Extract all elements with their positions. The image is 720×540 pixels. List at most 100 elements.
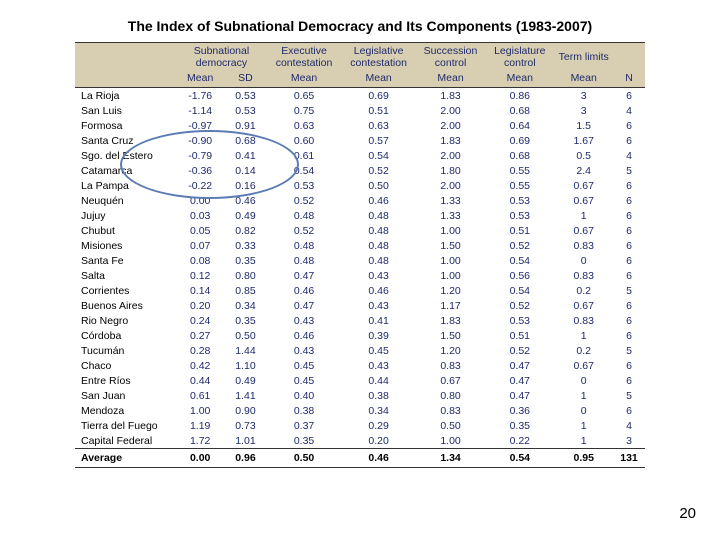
value-cell: 1 [554,328,613,343]
average-label: Average [75,449,176,468]
value-cell: 0.51 [485,223,554,238]
value-cell: 1.83 [416,133,485,148]
value-cell: 1 [554,418,613,433]
value-cell: 0.54 [267,163,342,178]
province-cell: La Pampa [75,178,176,193]
value-cell: 2.00 [416,178,485,193]
value-cell: 0.67 [554,298,613,313]
value-cell: 0.34 [224,298,267,313]
value-cell: 0.68 [485,148,554,163]
col-header-top: Executive contestation [267,43,342,72]
table-row: Capital Federal1.721.010.350.201.000.221… [75,433,645,449]
value-cell: 1.17 [416,298,485,313]
value-cell: 0.53 [267,178,342,193]
col-header-sub: SD [224,71,267,88]
table-row: Misiones0.070.330.480.481.500.520.836 [75,238,645,253]
value-cell: 6 [613,178,645,193]
value-cell: 0.55 [485,178,554,193]
value-cell: 0.46 [341,193,416,208]
value-cell: 0 [554,403,613,418]
average-value: 1.34 [416,449,485,468]
value-cell: 0.16 [224,178,267,193]
value-cell: 0.52 [485,298,554,313]
value-cell: 1.10 [224,358,267,373]
value-cell: 0.55 [485,163,554,178]
value-cell: 6 [613,253,645,268]
value-cell: 0.52 [267,223,342,238]
value-cell: 0.86 [485,88,554,104]
value-cell: 0.60 [267,133,342,148]
value-cell: 0.80 [416,388,485,403]
value-cell: 0.63 [267,118,342,133]
province-cell: Catamarca [75,163,176,178]
value-cell: 0.82 [224,223,267,238]
value-cell: 0.12 [176,268,224,283]
col-header-top: Legislative contestation [341,43,416,72]
value-cell: 0.69 [341,88,416,104]
value-cell: 0.07 [176,238,224,253]
col-header-top: Subnational democracy [176,43,267,72]
value-cell: 0.54 [485,253,554,268]
value-cell: 0.24 [176,313,224,328]
value-cell: 6 [613,193,645,208]
col-header-top: Legislature control [485,43,554,72]
value-cell: 0 [554,253,613,268]
value-cell: -0.79 [176,148,224,163]
value-cell: 0.73 [224,418,267,433]
province-cell: La Rioja [75,88,176,104]
table-row: Tierra del Fuego1.190.730.370.290.500.35… [75,418,645,433]
value-cell: 0.53 [485,313,554,328]
value-cell: 0.83 [416,403,485,418]
value-cell: 0.29 [341,418,416,433]
province-cell: Misiones [75,238,176,253]
table-row: Tucumán0.281.440.430.451.200.520.25 [75,343,645,358]
value-cell: 0.47 [267,268,342,283]
value-cell: 1.41 [224,388,267,403]
value-cell: 0.90 [224,403,267,418]
value-cell: 0.83 [554,268,613,283]
value-cell: 0.46 [341,283,416,298]
value-cell: 4 [613,148,645,163]
value-cell: 0.53 [224,103,267,118]
col-header-sub [75,71,176,88]
average-value: 0.00 [176,449,224,468]
value-cell: 0.08 [176,253,224,268]
table-row: San Luis-1.140.530.750.512.000.6834 [75,103,645,118]
value-cell: 0.05 [176,223,224,238]
value-cell: 0.14 [176,283,224,298]
value-cell: 0.83 [416,358,485,373]
col-header-sub: Mean [554,71,613,88]
col-header-sub: N [613,71,645,88]
value-cell: 0.43 [267,313,342,328]
value-cell: 0.61 [176,388,224,403]
value-cell: 0.56 [485,268,554,283]
value-cell: 0.42 [176,358,224,373]
province-cell: San Luis [75,103,176,118]
value-cell: 0.51 [341,103,416,118]
value-cell: -0.97 [176,118,224,133]
value-cell: 0.48 [341,238,416,253]
col-header-sub: Mean [416,71,485,88]
value-cell: 0.46 [267,328,342,343]
value-cell: 2.00 [416,148,485,163]
value-cell: 5 [613,283,645,298]
value-cell: 0.20 [176,298,224,313]
province-cell: Entre Ríos [75,373,176,388]
average-value: 0.54 [485,449,554,468]
value-cell: 0.22 [485,433,554,449]
value-cell: 6 [613,358,645,373]
value-cell: 5 [613,163,645,178]
value-cell: 0.53 [485,208,554,223]
table-row: Buenos Aires0.200.340.470.431.170.520.67… [75,298,645,313]
value-cell: 1 [554,433,613,449]
value-cell: 0.85 [224,283,267,298]
page-number: 20 [679,505,696,522]
value-cell: 1.5 [554,118,613,133]
value-cell: 0.39 [341,328,416,343]
value-cell: 1.44 [224,343,267,358]
value-cell: 6 [613,223,645,238]
table-row: Corrientes0.140.850.460.461.200.540.25 [75,283,645,298]
value-cell: 6 [613,328,645,343]
value-cell: 1 [554,208,613,223]
value-cell: 1.83 [416,313,485,328]
